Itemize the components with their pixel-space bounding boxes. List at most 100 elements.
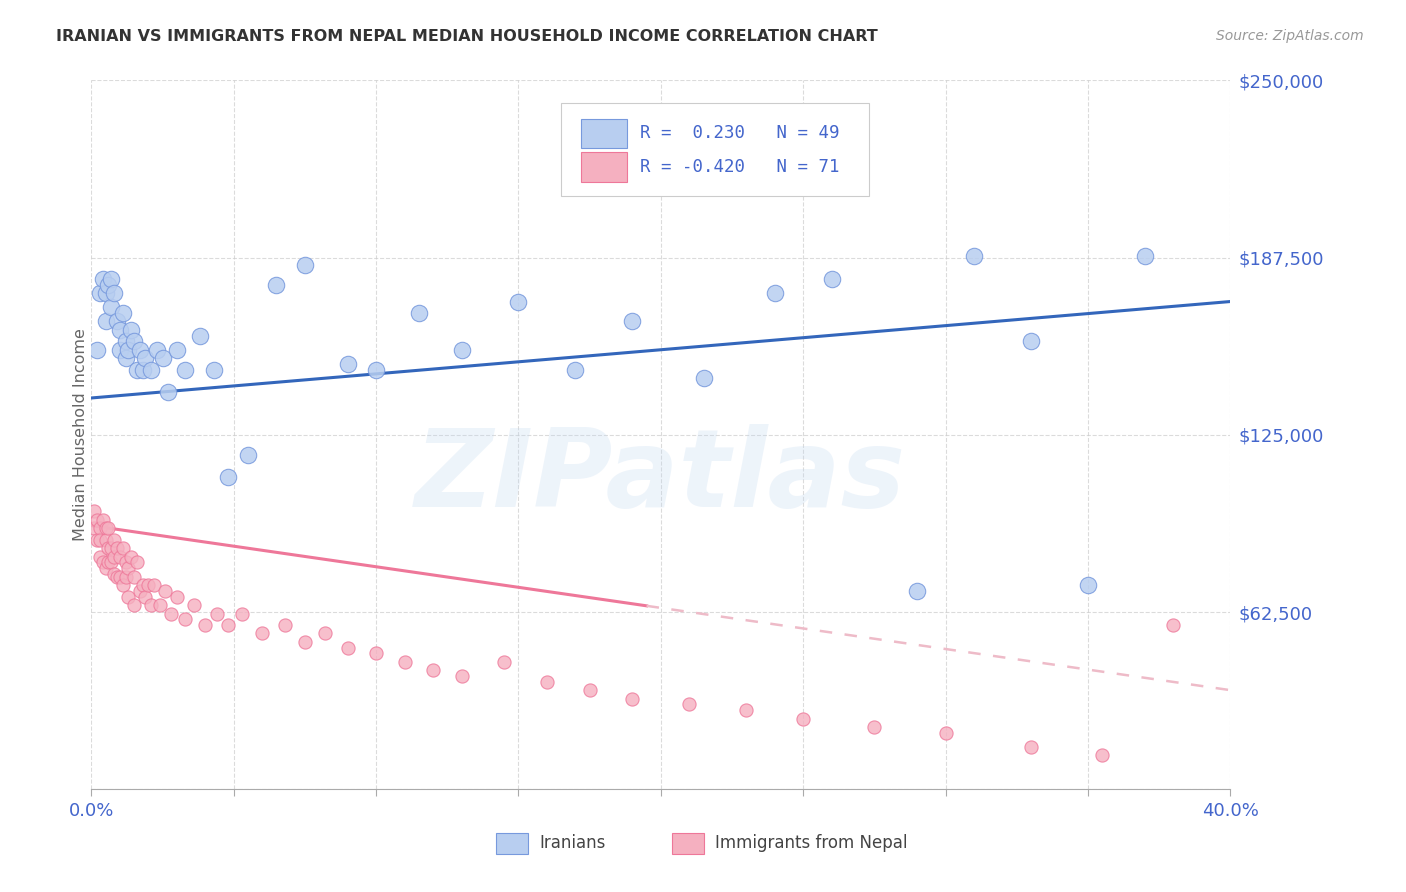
Point [117, 343, 139, 357]
Point [621, 314, 644, 328]
Point [100, 272, 122, 286]
Point [122, 334, 145, 349]
Point [114, 334, 136, 349]
Point [157, 385, 180, 400]
Point [236, 448, 259, 462]
Point [450, 343, 472, 357]
Point [905, 583, 928, 598]
Point [763, 285, 786, 300]
Bar [581, 152, 627, 182]
Point [100, 541, 122, 556]
Point [564, 362, 586, 376]
Point [134, 351, 156, 366]
Point [364, 362, 387, 376]
Point [152, 351, 174, 366]
Point [105, 570, 128, 584]
Point [450, 669, 472, 683]
Point [735, 703, 758, 717]
Point [508, 294, 530, 309]
Bar [581, 119, 627, 148]
Point [131, 362, 153, 376]
Point [166, 590, 188, 604]
Point [1091, 748, 1114, 763]
Point [94, 314, 117, 328]
Point [194, 618, 217, 632]
Text: Source: ZipAtlas.com: Source: ZipAtlas.com [1216, 29, 1364, 43]
Point [108, 343, 131, 357]
Y-axis label: Median Household Income: Median Household Income [73, 328, 87, 541]
Point [86, 533, 108, 547]
Point [97, 521, 120, 535]
Point [336, 357, 359, 371]
Point [86, 513, 108, 527]
Point [364, 646, 387, 660]
Point [217, 618, 239, 632]
Point [128, 583, 150, 598]
Point [105, 314, 128, 328]
Point [202, 362, 225, 376]
Point [621, 691, 644, 706]
Bar [672, 832, 704, 854]
Point [231, 607, 253, 621]
Point [94, 561, 117, 575]
Point [294, 258, 316, 272]
Point [1077, 578, 1099, 592]
Point [394, 655, 416, 669]
Point [111, 578, 134, 592]
Point [155, 583, 177, 598]
Text: IRANIAN VS IMMIGRANTS FROM NEPAL MEDIAN HOUSEHOLD INCOME CORRELATION CHART: IRANIAN VS IMMIGRANTS FROM NEPAL MEDIAN … [56, 29, 877, 44]
Point [963, 249, 986, 263]
Point [97, 541, 120, 556]
Text: R =  0.230   N = 49: R = 0.230 N = 49 [640, 125, 839, 143]
Point [160, 607, 183, 621]
Point [117, 590, 139, 604]
Point [1133, 249, 1156, 263]
Point [314, 626, 336, 640]
Point [89, 285, 111, 300]
Point [117, 561, 139, 575]
Point [111, 541, 134, 556]
Point [183, 598, 205, 612]
Point [792, 712, 814, 726]
Point [103, 285, 125, 300]
Point [1161, 618, 1184, 632]
Point [91, 556, 114, 570]
Point [205, 607, 228, 621]
Point [336, 640, 359, 655]
Point [83, 504, 105, 518]
Point [266, 277, 288, 292]
Point [1019, 334, 1042, 349]
Point [108, 323, 131, 337]
Text: R = -0.420   N = 71: R = -0.420 N = 71 [640, 158, 839, 176]
Point [141, 598, 163, 612]
Point [166, 343, 188, 357]
Point [108, 570, 131, 584]
Point [114, 556, 136, 570]
Point [134, 590, 156, 604]
Point [131, 578, 153, 592]
Point [934, 725, 956, 739]
Point [149, 598, 172, 612]
Point [128, 343, 150, 357]
Point [174, 362, 197, 376]
Point [422, 663, 444, 677]
Point [89, 549, 111, 564]
Point [146, 343, 169, 357]
Point [83, 521, 105, 535]
Point [536, 674, 558, 689]
Point [114, 570, 136, 584]
Bar [496, 832, 527, 854]
Point [217, 470, 239, 484]
Point [97, 277, 120, 292]
Point [120, 549, 142, 564]
Text: Immigrants from Nepal: Immigrants from Nepal [716, 834, 908, 853]
Point [94, 285, 117, 300]
Point [188, 328, 211, 343]
Point [97, 556, 120, 570]
Point [89, 521, 111, 535]
Point [100, 556, 122, 570]
Point [94, 533, 117, 547]
Point [103, 566, 125, 581]
Text: ZIPatlas: ZIPatlas [415, 425, 907, 531]
Point [103, 533, 125, 547]
